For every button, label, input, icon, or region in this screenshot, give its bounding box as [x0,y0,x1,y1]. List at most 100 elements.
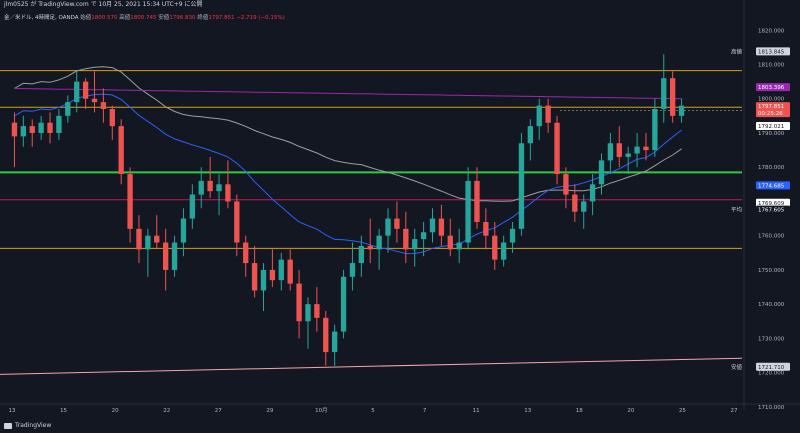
candle-body [278,259,284,281]
x-tick-label: 20 [627,408,634,414]
candle-body [74,81,80,103]
price-tag-bg [756,362,790,371]
candles [11,54,685,366]
candle-body [607,143,614,161]
candle-body [465,180,471,243]
candle-body [234,201,240,243]
x-tick-label: 20 [112,408,119,414]
ma-slow-purple [14,88,682,100]
candle-body [145,235,151,250]
candle-body [323,317,329,353]
symbol-name[interactable]: 金／米ドル, 4時間足, OANDA [4,15,79,21]
candle-body [581,201,587,212]
price-tag-label: 高値 [731,47,743,55]
candle-body [91,98,98,103]
candle-body [492,235,498,260]
price-axis[interactable]: 1820.000 1810.000 1800.000 1790.000 1780.000… [743,0,785,411]
candle-body [394,218,400,229]
low-label: 安値 [158,15,170,21]
candle-body [331,331,338,353]
y-tick-label: 1730.000 [758,336,785,342]
candle-body [598,160,605,185]
ma-long-grey [14,66,682,202]
x-tick-label: 5 [371,408,375,414]
candle-body [500,242,507,260]
price-tag-value: 1797.851 [758,104,784,110]
price-tag-value: 1767.605 [758,208,785,214]
price-tag-bg [756,109,790,118]
candle-body [589,184,596,202]
candle-body [56,115,62,133]
candle-body [47,122,53,133]
price-tag-label: 平均 [731,206,743,214]
candle-body [527,126,534,144]
x-tick-label: 18 [576,408,583,414]
candle-body [429,218,436,233]
y-tick-label: 1760.000 [758,234,785,240]
price-tag-bg [756,205,790,214]
candle-body [269,269,276,281]
x-tick-label: 22 [163,408,170,414]
price-tag-value: 1792.021 [758,124,784,130]
candle-body [447,235,453,250]
y-tick-label: 1790.000 [758,131,785,137]
candle-body [127,174,133,229]
tradingview-logo-icon [4,422,12,429]
candle-body [216,184,222,192]
x-tick-label: 7 [423,408,427,414]
candle-body [162,242,169,270]
candle-body [287,259,293,284]
candle-body [509,228,516,243]
candle-body [251,263,258,291]
candle-body [376,235,382,250]
y-tick-label: 1750.000 [758,268,785,274]
candle-body [572,194,578,212]
candle-body [225,184,231,202]
x-tick-label: 10月 [315,407,328,414]
candle-body [154,235,160,243]
candle-body [198,180,204,195]
candle-body [11,122,18,137]
tradingview-logo: TradingView [4,421,51,431]
open-label: 始値 [80,15,92,21]
ma-mid-blue [14,93,682,255]
candle-body [518,143,525,229]
price-tag-value: 1813.845 [758,49,785,55]
low-value: 1796.830 [169,15,196,21]
candle-body [305,304,311,322]
price-tag-value: 1721.710 [758,365,785,371]
price-tag-bg [756,198,790,207]
price-tag-value: 1803.396 [758,85,785,91]
y-tick-label: 1740.000 [758,302,785,308]
x-tick-label: 13 [9,408,16,414]
candle-body [29,126,35,133]
candle-body [109,109,115,127]
candle-body [483,221,489,236]
price-tag-value: 1774.685 [758,183,785,189]
candle-body [563,174,569,195]
price-tag-bg [756,122,790,131]
candle-body [189,194,196,219]
y-tick-label: 1810.000 [758,63,785,69]
price-tag-bg [756,47,790,56]
candle-body [420,232,427,240]
time-axis[interactable]: 13 15 20 22 27 29 10月 5 7 11 13 18 20 25 27 [0,403,800,414]
publish-title: jlm0525 が TradingView.com で 10月 25, 2021… [4,1,203,8]
close-value: 1797.851 [208,15,235,21]
candle-body [20,126,27,137]
candle-body [82,81,89,99]
candle-body [616,143,622,157]
candle-body [243,242,249,264]
symbol-info-bar: 金／米ドル, 4時間足, OANDA 始値1800.570 高値1800.745… [0,13,285,23]
price-tag-bg [756,102,790,111]
y-tick-label: 1710.000 [758,405,785,411]
candle-body [643,146,649,151]
price-tag-label: 安値 [731,363,743,371]
x-tick-label: 15 [60,408,67,414]
change-value: −2.719 (−0.15%) [236,15,285,21]
candle-body [554,122,560,175]
price-tag-value: 00:25:26 [758,111,783,117]
x-tick-label: 27 [215,408,222,414]
